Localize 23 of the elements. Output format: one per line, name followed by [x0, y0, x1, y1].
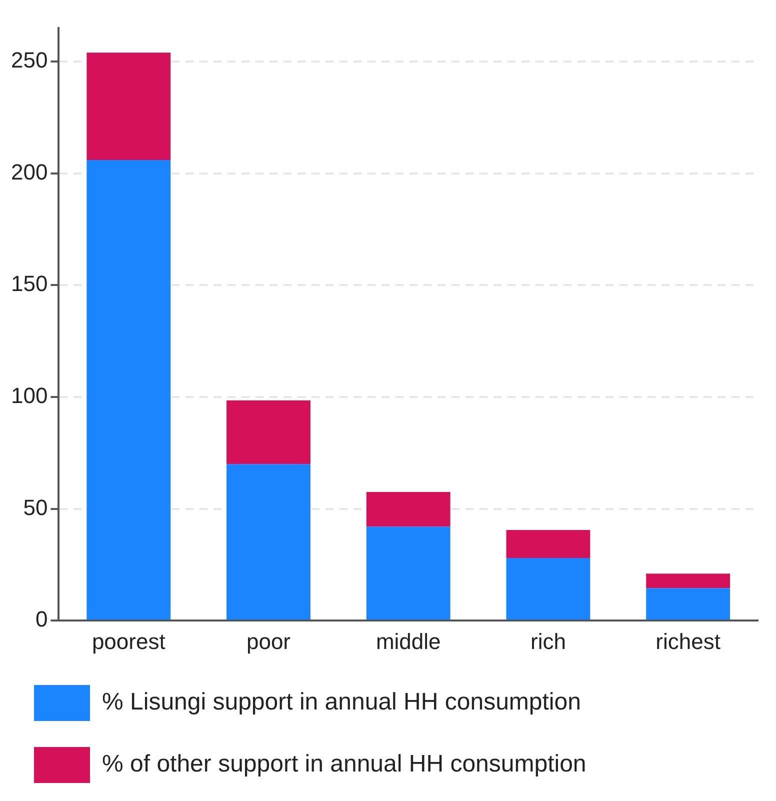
bar [226, 400, 310, 464]
x-tick-label: richest [656, 628, 720, 654]
bar [86, 160, 171, 620]
y-tick-label: 250 [10, 48, 48, 73]
legend-label: % of other support in annual HH consumption [102, 750, 586, 778]
bar [646, 574, 730, 588]
y-tick-label: 0 [35, 606, 48, 632]
bar [646, 588, 730, 620]
bar [506, 558, 590, 620]
bar [86, 52, 171, 160]
y-tick-label: 150 [10, 271, 48, 296]
y-tick-label: 200 [10, 159, 48, 184]
legend-label: % Lisungi support in annual HH consumption [102, 688, 581, 716]
bar [366, 492, 450, 527]
x-tick-label: rich [530, 628, 566, 654]
x-tick-label: middle [376, 628, 441, 654]
bar [226, 464, 310, 620]
x-tick-label: poorest [92, 628, 166, 654]
y-tick-label: 50 [23, 494, 48, 520]
bar [506, 530, 590, 558]
x-tick-label: poor [246, 628, 291, 654]
y-tick-label: 100 [10, 383, 48, 408]
bar [366, 526, 450, 620]
